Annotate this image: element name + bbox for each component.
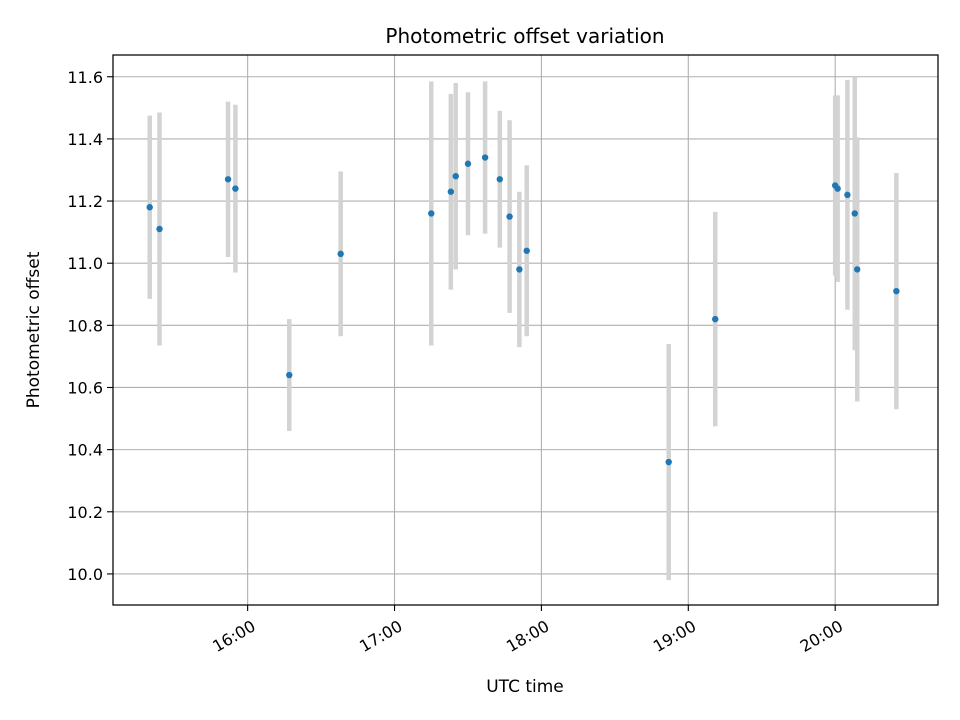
y-axis-ticks: 10.0 10.2 10.4 10.6 10.8 11.0 11.2 11.4 11.6 xyxy=(67,68,113,584)
y-tick-label: 11.0 xyxy=(67,254,103,273)
data-point xyxy=(834,185,841,192)
x-axis-label: UTC time xyxy=(486,677,564,697)
data-point xyxy=(447,188,455,195)
errorbars xyxy=(147,76,899,581)
data-point xyxy=(146,204,153,211)
y-axis-label: Photometric offset xyxy=(24,251,44,408)
plot-area-frame xyxy=(112,54,939,606)
data-point xyxy=(665,458,672,466)
data-point xyxy=(496,176,503,183)
data-point xyxy=(851,210,858,217)
y-tick-label: 11.6 xyxy=(67,68,103,87)
data-point xyxy=(156,225,163,233)
data-point xyxy=(523,247,530,254)
data-point xyxy=(712,315,719,323)
x-axis-ticks: 16:00 17:00 18:00 19:00 20:00 xyxy=(209,605,846,656)
data-point xyxy=(481,154,489,161)
data-point xyxy=(337,250,344,258)
chart-title: Photometric offset variation xyxy=(385,24,664,48)
data-point xyxy=(516,266,523,273)
y-tick-label: 10.2 xyxy=(67,503,103,522)
y-tick-label: 10.0 xyxy=(67,565,103,584)
y-tick-label: 11.2 xyxy=(67,192,103,211)
data-point xyxy=(464,160,472,167)
data-point xyxy=(893,287,900,295)
x-tick-label: 17:00 xyxy=(356,616,405,656)
data-point xyxy=(452,172,459,180)
y-tick-label: 11.4 xyxy=(67,130,103,149)
data-point xyxy=(232,185,239,192)
y-tick-label: 10.4 xyxy=(67,441,103,460)
data-points xyxy=(146,154,900,466)
data-point xyxy=(286,371,293,379)
data-point xyxy=(506,213,513,220)
x-tick-label: 19:00 xyxy=(650,616,699,656)
data-point xyxy=(854,266,861,273)
data-point xyxy=(428,210,435,217)
x-tick-label: 18:00 xyxy=(503,616,552,656)
x-tick-label: 16:00 xyxy=(209,616,258,656)
data-point xyxy=(844,191,851,199)
y-tick-label: 10.8 xyxy=(67,316,103,335)
data-point xyxy=(224,176,232,183)
x-tick-label: 20:00 xyxy=(797,616,846,656)
y-tick-label: 10.6 xyxy=(67,378,103,397)
